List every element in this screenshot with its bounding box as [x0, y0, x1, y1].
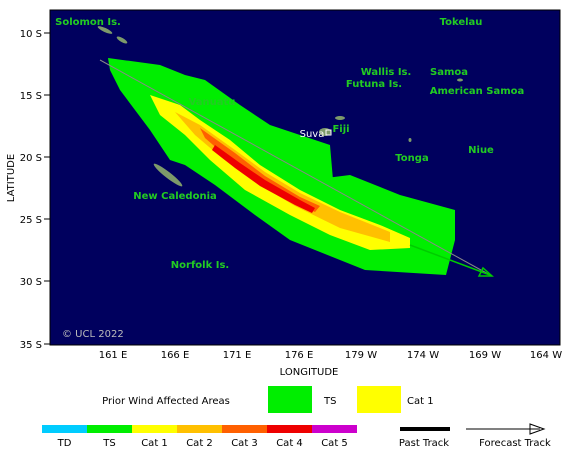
x-axis-label: LONGITUDE — [280, 367, 339, 378]
scale-label: Cat 1 — [141, 438, 168, 449]
scale-swatch — [42, 425, 87, 433]
y-tick-label: 35 S — [20, 340, 42, 351]
x-tick-label: 174 W — [407, 350, 439, 361]
place-label: Solomon Is. — [55, 17, 121, 28]
scale-swatch — [312, 425, 357, 433]
y-tick-label: 15 S — [20, 91, 42, 102]
suva-marker — [325, 129, 332, 136]
place-label: New Caledonia — [133, 191, 217, 202]
copyright: © UCL 2022 — [62, 329, 124, 340]
scale-label: Cat 5 — [321, 438, 348, 449]
scale-label: TS — [102, 438, 115, 449]
y-tick-label: 25 S — [20, 215, 42, 226]
x-tick-label: 164 W — [530, 350, 562, 361]
place-label: Suva — [300, 129, 325, 140]
place-label: Norfolk Is. — [171, 260, 229, 271]
x-tick-label: 166 E — [161, 350, 190, 361]
scale-swatch — [267, 425, 312, 433]
forecast-track-label: Forecast Track — [479, 438, 551, 449]
legend-title: Prior Wind Affected Areas — [102, 396, 230, 407]
scale-label: TD — [57, 438, 72, 449]
past-track-label: Past Track — [399, 438, 449, 449]
forecast-arrow — [529, 423, 546, 435]
wind-swath — [99, 58, 494, 277]
scale-label: Cat 2 — [186, 438, 213, 449]
place-label: Futuna Is. — [346, 79, 402, 90]
place-label: Vanuatu — [189, 97, 236, 108]
y-axis-label: LATITUDE — [6, 154, 17, 202]
place-label: Niue — [468, 145, 494, 156]
legend-item: Cat 1 — [407, 396, 434, 407]
place-label: American Samoa — [430, 86, 525, 97]
place-label: Wallis Is. — [361, 67, 412, 78]
y-tick-label: 10 S — [20, 29, 42, 40]
x-tick-label: 161 E — [99, 350, 128, 361]
x-tick-label: 179 W — [345, 350, 377, 361]
map-frame — [49, 9, 561, 346]
scale-label: Cat 3 — [231, 438, 258, 449]
place-label: Tonga — [395, 153, 428, 164]
place-label: Fiji — [332, 124, 349, 135]
place-label: Samoa — [430, 67, 468, 78]
x-tick-label: 176 E — [285, 350, 314, 361]
x-tick-label: 171 E — [223, 350, 252, 361]
y-tick-label: 20 S — [20, 153, 42, 164]
islands — [97, 26, 463, 187]
legend-item: TS — [323, 396, 336, 407]
x-tick-label: 169 W — [469, 350, 501, 361]
legend-ts-box — [268, 386, 312, 413]
legend-cat1-box — [357, 386, 401, 413]
scale-label: Cat 4 — [276, 438, 303, 449]
scale-swatch — [177, 425, 222, 433]
scale-swatch — [222, 425, 267, 433]
scale-swatch — [132, 425, 177, 433]
y-tick-label: 30 S — [20, 277, 42, 288]
scale-swatch — [87, 425, 132, 433]
place-label: Tokelau — [440, 17, 483, 28]
